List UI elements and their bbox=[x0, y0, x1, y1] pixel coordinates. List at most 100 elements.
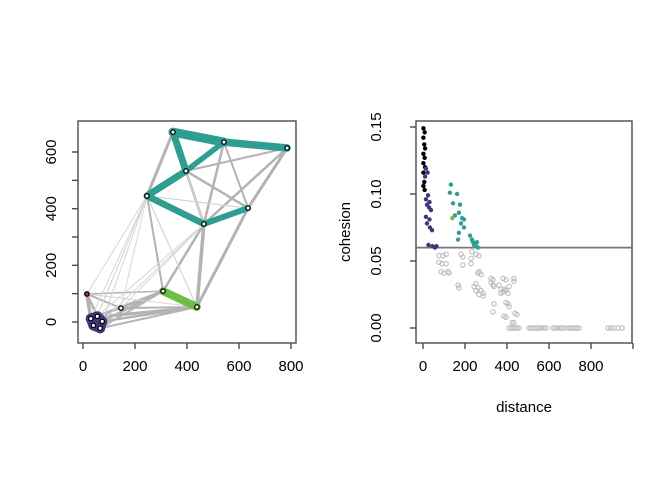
y-tick-label: 400 bbox=[43, 196, 60, 221]
scatter-point-weak-ties bbox=[541, 325, 547, 331]
network-weak-edge bbox=[222, 141, 250, 210]
scatter-point-weak-ties bbox=[567, 325, 573, 331]
y-tick-label: 0.00 bbox=[368, 313, 385, 342]
scatter-point-purple-cluster bbox=[423, 214, 429, 219]
scatter-point-weak-ties bbox=[605, 325, 611, 331]
x-tick-label: 600 bbox=[536, 358, 561, 375]
scatter-point-black-cluster bbox=[422, 146, 428, 151]
scatter-point-weak-ties bbox=[443, 260, 449, 267]
scatter-point-purple-cluster bbox=[422, 174, 428, 179]
network-weak-edge bbox=[202, 146, 289, 226]
x-tick-label: 800 bbox=[278, 358, 303, 375]
scatter-point-teal-cluster bbox=[456, 210, 462, 215]
network-strong-edge bbox=[220, 138, 291, 152]
x-tick-label: 800 bbox=[578, 358, 603, 375]
scatter-point-purple-cluster bbox=[423, 166, 429, 171]
scatter-point-weak-ties bbox=[460, 254, 466, 260]
y-tick-label: 0.05 bbox=[368, 246, 385, 275]
network-node bbox=[84, 291, 90, 297]
scatter-point-weak-ties bbox=[469, 248, 475, 255]
scatter-point-weak-ties bbox=[516, 325, 522, 331]
scatter-point-black-cluster bbox=[422, 142, 427, 147]
network-weak-edge bbox=[99, 305, 198, 330]
scatter-point-weak-ties bbox=[436, 259, 442, 266]
network-strong-edge bbox=[143, 167, 190, 200]
scatter-point-teal-cluster bbox=[458, 221, 464, 226]
network-strong-edge bbox=[183, 139, 227, 174]
scatter-point-weak-ties bbox=[468, 255, 474, 262]
network-weak-edge bbox=[99, 290, 165, 330]
scatter-point-weak-ties bbox=[476, 252, 482, 259]
network-node bbox=[87, 315, 94, 322]
y-tick-label: 600 bbox=[43, 139, 60, 164]
network-weak-edge bbox=[100, 305, 199, 323]
network-node bbox=[170, 129, 176, 136]
scatter-point-purple-cluster bbox=[425, 170, 430, 175]
scatter-point-weak-ties bbox=[576, 325, 582, 331]
scatter-point-weak-ties bbox=[511, 275, 517, 282]
network-weak-edge bbox=[90, 195, 148, 320]
scatter-point-weak-ties bbox=[460, 262, 466, 268]
scatter-point-weak-ties bbox=[505, 301, 511, 307]
plot-box bbox=[415, 120, 633, 344]
network-node bbox=[201, 221, 207, 227]
network-strong-edge bbox=[169, 128, 190, 175]
network-weak-edge bbox=[184, 169, 250, 210]
scatter-point-weak-ties bbox=[608, 325, 614, 331]
scatter-point-black-cluster bbox=[422, 130, 427, 135]
scatter-point-teal-cluster bbox=[474, 240, 480, 245]
scatter-point-weak-ties bbox=[443, 251, 449, 258]
scatter-point-purple-cluster bbox=[429, 227, 435, 233]
distance-axis-title: distance bbox=[496, 399, 552, 416]
y-tick-label: 0.10 bbox=[368, 179, 385, 208]
y-tick-label: 0.15 bbox=[368, 112, 385, 141]
scatter-point-black-cluster bbox=[422, 155, 427, 161]
scatter-point-weak-ties bbox=[491, 301, 497, 307]
network-weak-edge bbox=[184, 147, 289, 172]
cohesion-axis-title: cohesion bbox=[337, 202, 354, 262]
network-strong-edge bbox=[168, 127, 229, 147]
scatter-point-weak-ties bbox=[468, 260, 474, 267]
cohesion-scatter-panel: 0 200 400 600 800 0.00 0.05 0.10 0.15 bbox=[368, 112, 634, 375]
scatter-point-weak-ties bbox=[554, 325, 560, 331]
network-node bbox=[90, 322, 97, 329]
network-strong-edge bbox=[143, 192, 208, 228]
network-node bbox=[194, 304, 200, 310]
scatter-point-black-cluster bbox=[421, 126, 426, 131]
scatter-point-weak-ties bbox=[574, 325, 580, 331]
scatter-point-weak-ties bbox=[455, 282, 461, 288]
network-weak-edge bbox=[101, 223, 205, 322]
scatter-point-teal-cluster bbox=[461, 217, 467, 222]
network-node bbox=[183, 168, 189, 174]
x-tick-label: 0 bbox=[419, 358, 427, 375]
network-node bbox=[245, 205, 251, 211]
scatter-point-black-cluster bbox=[421, 151, 426, 156]
network-panel: 0 200 400 600 800 0 200 400 600 bbox=[43, 120, 304, 375]
scatter-point-black-cluster bbox=[421, 183, 426, 189]
scatter-point-weak-ties bbox=[490, 309, 496, 315]
scatter-point-teal-cluster bbox=[454, 191, 460, 197]
scatter-point-weak-ties bbox=[505, 290, 511, 296]
scatter-point-weak-ties bbox=[456, 285, 462, 291]
scatter-point-black-cluster bbox=[421, 170, 426, 175]
scatter-point-black-cluster bbox=[421, 160, 426, 166]
scatter-point-weak-ties bbox=[491, 283, 497, 290]
scatter-point-black-cluster bbox=[421, 135, 426, 140]
network-weak-edge bbox=[86, 195, 148, 295]
scatter-point-weak-ties bbox=[440, 252, 446, 259]
x-tick-label: 200 bbox=[122, 358, 147, 375]
y-tick-label: 0 bbox=[43, 318, 60, 326]
scatter-point-weak-ties bbox=[503, 277, 509, 283]
x-tick-label: 400 bbox=[174, 358, 199, 375]
scatter-point-purple-cluster bbox=[434, 244, 439, 249]
scatter-point-weak-ties bbox=[514, 311, 520, 318]
network-node bbox=[160, 288, 166, 294]
network-weak-edge bbox=[92, 195, 148, 326]
scatter-point-teal-cluster bbox=[448, 182, 454, 187]
scatter-point-weak-ties bbox=[500, 289, 506, 295]
network-weak-edge bbox=[120, 223, 205, 309]
scatter-point-weak-ties bbox=[514, 325, 520, 331]
network-weak-edge bbox=[195, 206, 250, 309]
scatter-point-weak-ties bbox=[559, 325, 565, 331]
